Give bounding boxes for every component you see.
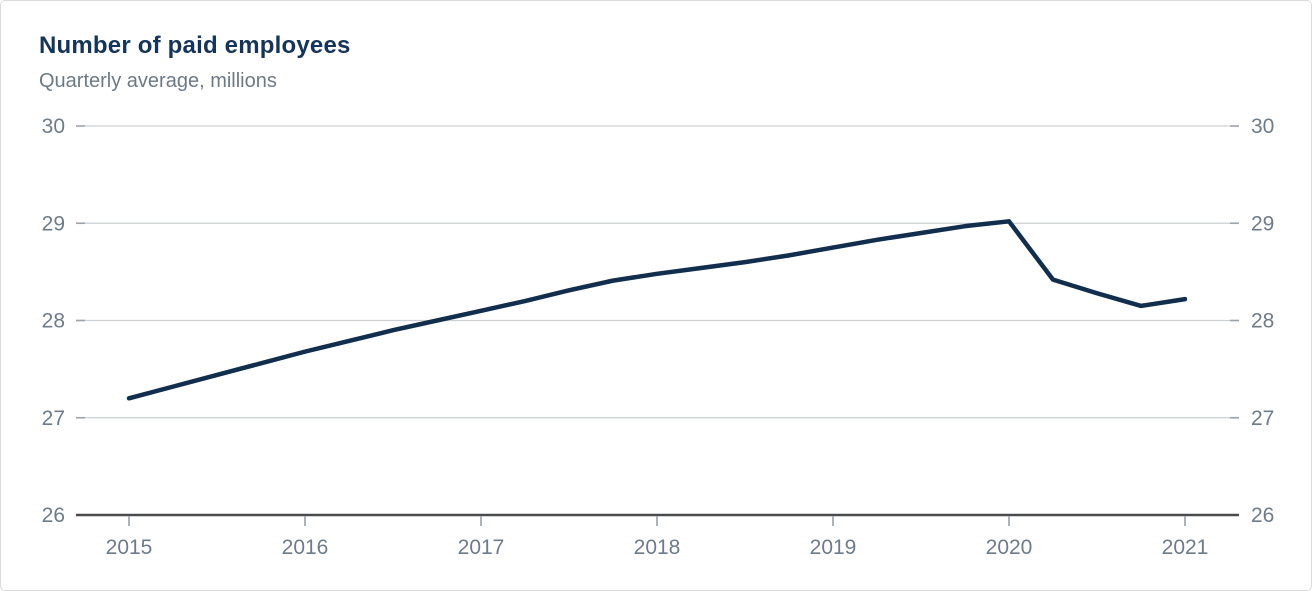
x-axis-label: 2015 bbox=[106, 536, 153, 559]
chart-title: Number of paid employees bbox=[39, 32, 351, 59]
y-axis-label-left: 27 bbox=[42, 407, 65, 430]
y-axis-label-left: 28 bbox=[42, 310, 65, 333]
x-axis-label: 2016 bbox=[282, 536, 329, 559]
y-axis-label-left: 30 bbox=[42, 115, 65, 138]
x-axis-label: 2019 bbox=[810, 536, 857, 559]
x-axis-label: 2018 bbox=[634, 536, 681, 559]
y-axis-label-right: 30 bbox=[1251, 115, 1274, 138]
x-axis-label: 2020 bbox=[986, 536, 1033, 559]
chart-header: Number of paid employees Quarterly avera… bbox=[39, 32, 351, 93]
x-axis-label: 2017 bbox=[458, 536, 505, 559]
y-axis-label-left: 29 bbox=[42, 212, 65, 235]
y-axis-label-right: 29 bbox=[1251, 212, 1274, 235]
y-axis-label-right: 27 bbox=[1251, 407, 1274, 430]
y-axis-label-left: 26 bbox=[42, 504, 65, 527]
series-line-paid-employees bbox=[126, 219, 1188, 401]
chart-subtitle: Quarterly average, millions bbox=[39, 70, 277, 92]
y-axis-label-right: 28 bbox=[1251, 310, 1274, 333]
x-axis-label: 2021 bbox=[1162, 536, 1209, 559]
y-axis-label-right: 26 bbox=[1251, 504, 1274, 527]
